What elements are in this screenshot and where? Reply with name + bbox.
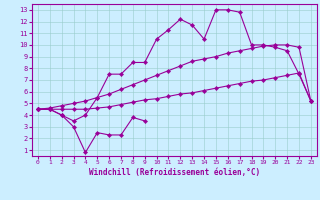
X-axis label: Windchill (Refroidissement éolien,°C): Windchill (Refroidissement éolien,°C) xyxy=(89,168,260,177)
